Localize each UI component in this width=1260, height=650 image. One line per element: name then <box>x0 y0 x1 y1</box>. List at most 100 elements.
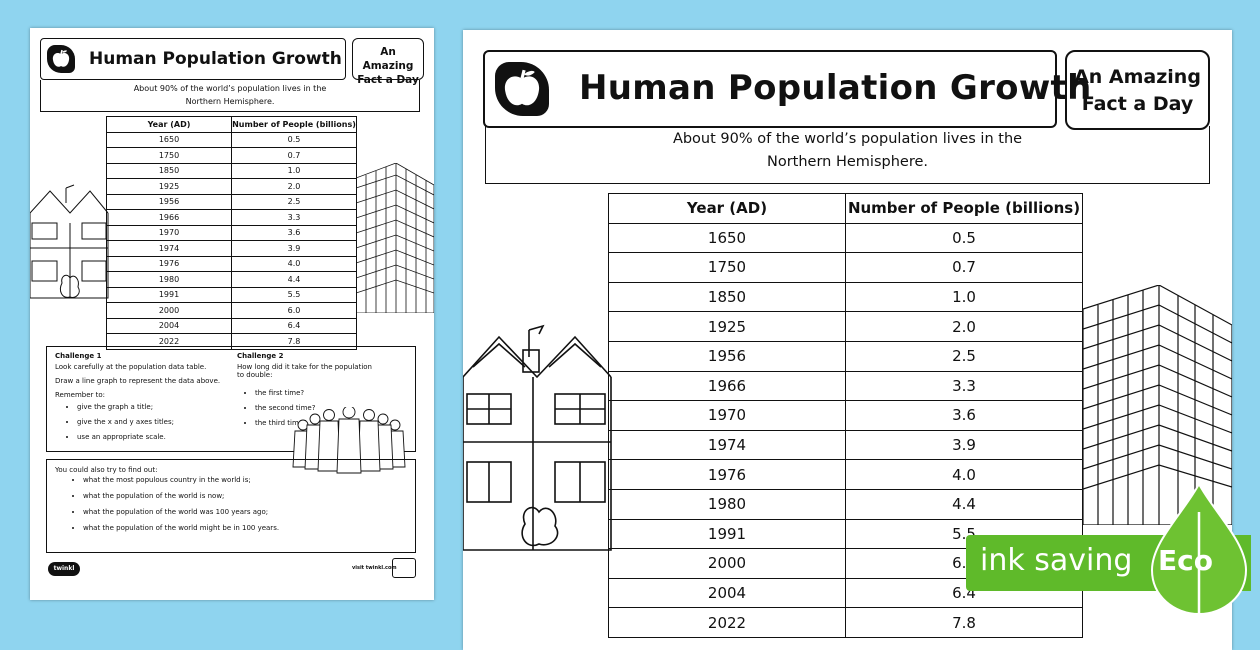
people-cell: 6.0 <box>231 302 357 319</box>
worksheet-title-large: Human Population Growth <box>579 68 1092 108</box>
challenge-1-list: give the graph a title; give the x and y… <box>55 403 225 441</box>
list-item: the second time? <box>255 404 407 412</box>
fact-badge-large: An Amazing Fact a Day <box>1065 50 1210 130</box>
people-cell: 0.7 <box>231 147 357 164</box>
challenge-2-title: Challenge 2 <box>237 352 284 360</box>
worksheet-header-large: Human Population Growth An Amazing Fact … <box>483 50 1210 130</box>
table-row: 1750 0.7 <box>106 147 357 164</box>
table-row: 1970 3.6 <box>608 400 1083 431</box>
year-cell: 1956 <box>608 340 846 372</box>
people-cell: 3.3 <box>231 209 357 226</box>
table-row: 1966 3.3 <box>106 209 357 226</box>
year-cell: 2000 <box>106 302 232 319</box>
people-cell: 2.0 <box>231 178 357 195</box>
people-cell: 4.0 <box>845 459 1083 490</box>
year-cell: 1750 <box>608 252 846 283</box>
challenge-1-line2: Draw a line graph to represent the data … <box>55 377 221 385</box>
people-cell: 2.0 <box>845 311 1083 342</box>
intro-line2: Northern Hemisphere. <box>766 154 928 170</box>
list-item: the third time? <box>255 419 407 427</box>
people-cell: 1.0 <box>845 281 1083 313</box>
people-cell: 3.6 <box>845 400 1083 431</box>
people-cell: 1.0 <box>231 162 357 179</box>
year-cell: 1970 <box>608 400 846 431</box>
people-cell: 3.6 <box>231 224 357 241</box>
eco-leaf-icon <box>1150 482 1248 616</box>
table-header-people: Number of People (billions) <box>231 116 357 133</box>
year-cell: 1650 <box>608 222 846 254</box>
year-cell: 2000 <box>608 548 846 579</box>
year-cell: 1970 <box>106 224 232 241</box>
challenge-2: Challenge 2 How long did it take for the… <box>237 352 407 434</box>
ink-saving-text: ink saving <box>980 543 1133 578</box>
table-row: 1850 1.0 <box>106 162 357 179</box>
table-row: 1925 2.0 <box>608 311 1083 342</box>
year-cell: 1980 <box>106 271 232 288</box>
houses-illustration <box>463 324 612 551</box>
list-item: give the x and y axes titles; <box>77 418 225 426</box>
challenge-1-title: Challenge 1 <box>55 352 102 360</box>
table-row: 1991 5.5 <box>106 286 357 303</box>
twinkl-logo: twinkl <box>48 562 80 576</box>
table-row: 1850 1.0 <box>608 281 1083 313</box>
year-cell: 2022 <box>608 607 846 638</box>
table-row: 1650 0.5 <box>608 222 1083 254</box>
people-cell: 3.9 <box>845 429 1083 461</box>
people-crowd-illustration <box>292 407 406 474</box>
people-cell: 5.5 <box>231 286 357 303</box>
year-cell: 1974 <box>106 240 232 257</box>
table-row: 1966 3.3 <box>608 370 1083 402</box>
table-row: 1980 4.4 <box>608 488 1083 520</box>
challenge-1-line1: Look carefully at the population data ta… <box>55 363 207 371</box>
table-row: 1750 0.7 <box>608 252 1083 283</box>
table-row: 1974 3.9 <box>106 240 357 257</box>
people-cell: 3.9 <box>231 240 357 257</box>
list-item: what the population of the world was 100… <box>83 508 413 516</box>
intro-box: About 90% of the world’s population live… <box>40 80 420 112</box>
challenge-1: Challenge 1 Look carefully at the popula… <box>55 352 225 448</box>
title-box: Human Population Growth <box>40 38 346 80</box>
people-cell: 2.5 <box>231 193 357 210</box>
list-item: what the most populous country in the wo… <box>83 476 413 484</box>
table-header-people: Number of People (billions) <box>845 193 1083 224</box>
year-cell: 1976 <box>106 255 232 272</box>
people-cell: 6.4 <box>231 317 357 334</box>
footer-badge-icon <box>392 558 416 578</box>
fact-badge-line1: An Amazing <box>1074 66 1201 88</box>
people-cell: 7.8 <box>231 333 357 350</box>
worksheet-title: Human Population Growth <box>89 49 342 69</box>
year-cell: 1980 <box>608 488 846 520</box>
visit-text: visit twinkl.com <box>352 565 397 571</box>
tower-illustration <box>356 163 434 313</box>
year-cell: 1991 <box>608 518 846 550</box>
table-row: 1956 2.5 <box>608 340 1083 372</box>
people-cell: 3.3 <box>845 370 1083 402</box>
fact-badge-line2: Fact a Day <box>357 74 419 86</box>
people-cell: 4.0 <box>231 255 357 272</box>
table-row: 1650 0.5 <box>106 131 357 148</box>
population-table-small: Year (AD) Number of People (billions) 16… <box>106 116 357 350</box>
intro-box-large: About 90% of the world’s population live… <box>485 126 1210 184</box>
houses-illustration <box>30 184 109 299</box>
people-cell: 0.5 <box>845 222 1083 254</box>
challenges-box: Challenge 1 Look carefully at the popula… <box>46 346 416 474</box>
year-cell: 1974 <box>608 429 846 461</box>
challenge-2-line1: How long did it take for the population <box>237 363 372 371</box>
tower-illustration <box>1083 285 1232 525</box>
title-box-large: Human Population Growth <box>483 50 1091 128</box>
apple-icon <box>47 45 75 73</box>
apple-icon <box>495 62 549 116</box>
people-cell: 7.8 <box>845 607 1083 638</box>
table-row: 2004 6.4 <box>106 317 357 334</box>
list-item: what the population of the world might b… <box>83 524 413 532</box>
table-row: 2022 7.8 <box>608 607 1083 638</box>
extra-list: what the most populous country in the wo… <box>75 476 413 540</box>
fact-badge-line2: Fact a Day <box>1081 93 1194 115</box>
table-header-row: Year (AD) Number of People (billions) <box>608 193 1083 224</box>
year-cell: 2004 <box>106 317 232 334</box>
year-cell: 1850 <box>608 281 846 313</box>
table-row: 2022 7.8 <box>106 333 357 350</box>
year-cell: 1976 <box>608 459 846 490</box>
year-cell: 1850 <box>106 162 232 179</box>
worksheet-thumbnail: Human Population Growth An Amazing Fact … <box>30 28 434 600</box>
